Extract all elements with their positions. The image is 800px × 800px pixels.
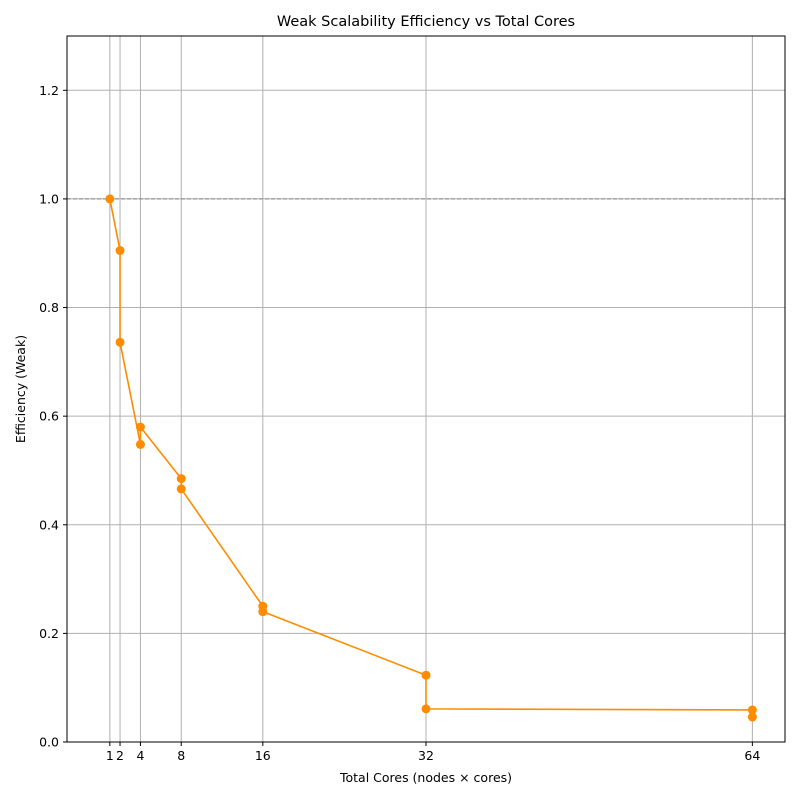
data-point <box>105 194 115 204</box>
x-tick-label: 16 <box>255 748 271 763</box>
data-point <box>176 484 186 494</box>
data-point <box>115 246 125 256</box>
data-point <box>258 607 268 617</box>
data-point <box>135 422 145 432</box>
chart-title: Weak Scalability Efficiency vs Total Cor… <box>277 14 575 30</box>
data-point <box>115 337 125 347</box>
y-tick-label: 0.6 <box>39 409 59 424</box>
y-tick-label: 0.4 <box>39 517 59 532</box>
y-tick-label: 0.8 <box>39 300 59 315</box>
data-point <box>421 704 431 714</box>
data-point <box>421 670 431 680</box>
y-tick-label: 0.2 <box>39 626 59 641</box>
y-tick-label: 1.0 <box>39 191 59 206</box>
data-point <box>747 705 757 715</box>
y-tick-label: 0.0 <box>39 735 59 750</box>
y-tick-label: 1.2 <box>39 83 59 98</box>
x-tick-label: 8 <box>177 748 185 763</box>
x-tick-label: 2 <box>116 748 124 763</box>
x-tick-label: 1 <box>106 748 114 763</box>
data-point <box>135 439 145 449</box>
data-point <box>176 474 186 484</box>
x-axis-label: Total Cores (nodes × cores) <box>339 770 512 785</box>
x-tick-label: 64 <box>744 748 760 763</box>
y-axis-label: Efficiency (Weak) <box>13 335 28 443</box>
x-tick-label: 4 <box>136 748 144 763</box>
axis-ticks: 1 2 4 8 16 32 64 0.0 0.2 0.4 0.6 0.8 1.0 1.2 <box>39 83 760 763</box>
data-point <box>747 712 757 722</box>
series-group <box>105 194 757 722</box>
x-tick-label: 32 <box>418 748 434 763</box>
